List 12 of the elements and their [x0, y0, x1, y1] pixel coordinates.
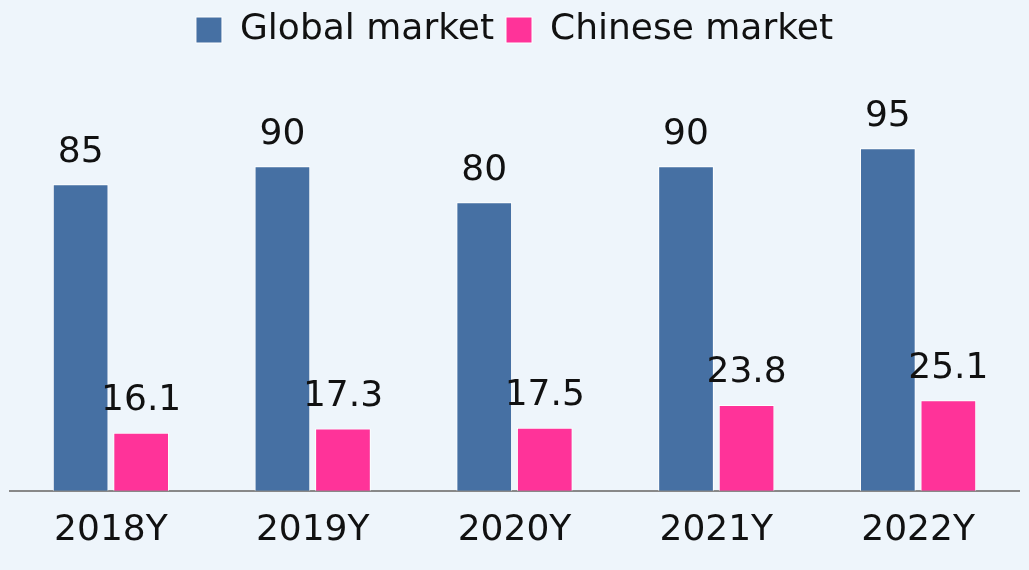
x-tick-label: 2021Y	[659, 506, 775, 548]
legend-label: Chinese market	[550, 6, 834, 48]
data-label: 85	[57, 128, 104, 170]
x-tick-label: 2018Y	[54, 506, 169, 548]
data-label: 90	[663, 110, 709, 152]
x-tick-label: 2019Y	[255, 506, 371, 548]
legend-label: Global market	[239, 6, 495, 48]
data-label: 95	[864, 92, 911, 134]
data-label: 90	[259, 110, 306, 152]
data-label: 80	[461, 146, 508, 188]
x-tick-label: 2022Y	[861, 506, 976, 548]
x-tick-label: 2020Y	[457, 506, 573, 548]
